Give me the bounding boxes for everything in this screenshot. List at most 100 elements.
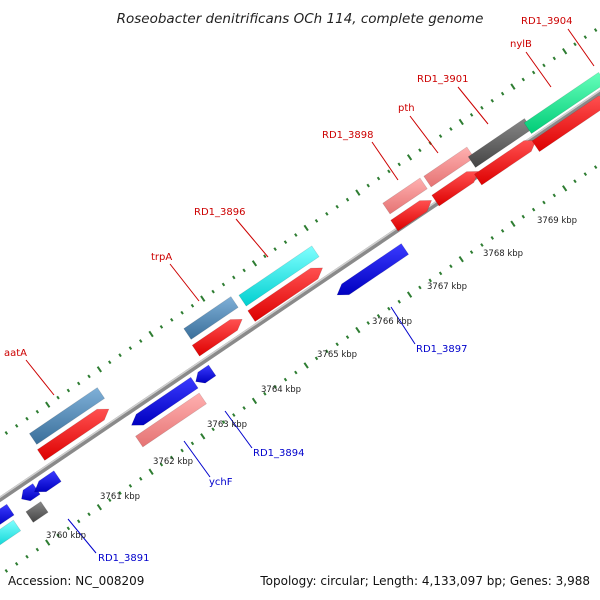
tick-mark-upper: [35, 409, 40, 414]
tick-mark-lower: [118, 491, 122, 495]
tick-mark-lower: [438, 271, 443, 276]
tick-mark-lower: [314, 356, 319, 361]
tick-mark-lower: [180, 448, 184, 453]
tick-mark-lower: [200, 433, 206, 440]
tick-mark-upper: [325, 211, 329, 216]
tick-label-3767: 3767 kbp: [427, 282, 467, 292]
gene-label-RD1_3897: RD1_3897: [416, 344, 467, 355]
tick-mark-lower: [510, 220, 516, 227]
tick-mark-upper: [303, 224, 309, 232]
gene-red-arrow-6: [473, 140, 537, 186]
tick-mark-upper: [148, 330, 154, 338]
tick-label-3760: 3760 kbp: [46, 531, 86, 541]
tick-mark-lower: [263, 391, 267, 396]
gene-RD1_3897: [336, 243, 410, 296]
tick-mark-upper: [552, 56, 557, 61]
tick-mark-lower: [14, 561, 19, 566]
tick-label-3763: 3763 kbp: [207, 420, 247, 430]
tick-label-3764: 3764 kbp: [261, 385, 301, 395]
tick-mark-upper: [376, 176, 381, 181]
tick-mark-lower: [335, 342, 339, 347]
tick-mark-lower: [25, 554, 29, 559]
tick-mark-upper: [14, 423, 19, 428]
tick-label-3762: 3762 kbp: [153, 457, 193, 467]
tick-mark-lower: [325, 349, 329, 354]
gene-label-RD1_3891: RD1_3891: [98, 553, 149, 564]
gene-trpA: [183, 296, 239, 340]
tick-mark-lower: [583, 172, 588, 177]
tick-mark-upper: [521, 77, 526, 82]
tick-mark-lower: [469, 250, 474, 254]
tick-mark-upper: [4, 431, 9, 435]
leader-pth: [409, 115, 439, 154]
tick-label-3768: 3768 kbp: [483, 249, 523, 259]
tick-mark-lower: [4, 569, 9, 573]
tick-mark-upper: [25, 416, 29, 421]
tick-mark-upper: [273, 247, 277, 252]
gene-RD1_3896: [238, 245, 320, 307]
tick-mark-lower: [406, 291, 413, 298]
gene-gray-lower: [25, 501, 49, 523]
tick-mark-upper: [190, 303, 195, 308]
tick-mark-lower: [490, 236, 494, 240]
leader-nylB: [525, 51, 552, 88]
tick-mark-lower: [96, 503, 103, 511]
tick-mark-upper: [418, 148, 422, 153]
leader-RD1_3901: [457, 86, 489, 125]
tick-mark-upper: [294, 233, 298, 237]
tick-mark-upper: [45, 401, 51, 408]
tick-mark-upper: [96, 366, 103, 373]
tick-mark-upper: [159, 325, 164, 329]
tick-label-3765: 3765 kbp: [317, 350, 357, 360]
tick-mark-upper: [531, 70, 536, 75]
gene-red-arrow-1: [36, 408, 110, 461]
leader-RD1_3904: [567, 28, 595, 67]
gene-aatA: [28, 387, 106, 445]
tick-mark-lower: [128, 484, 133, 488]
tick-mark-lower: [449, 264, 453, 269]
tick-mark-lower: [211, 427, 215, 432]
tick-mark-upper: [510, 83, 516, 90]
leader-RD1_3897: [390, 306, 416, 345]
gene-blue-2: [33, 470, 62, 493]
tick-mark-lower: [76, 519, 81, 524]
gene-cyan-lower: [0, 519, 22, 546]
label-leaders: [25, 28, 595, 554]
tick-mark-lower: [303, 362, 309, 369]
leader-RD1_3894: [224, 410, 253, 449]
tick-mark-upper: [490, 98, 494, 103]
leader-trpA: [169, 263, 200, 302]
tick-mark-lower: [66, 526, 71, 531]
tick-mark-upper: [387, 169, 391, 174]
tick-mark-lower: [480, 243, 484, 247]
tick-mark-upper: [108, 360, 112, 365]
tick-mark-upper: [251, 260, 258, 267]
tick-mark-upper: [263, 254, 267, 259]
tick-mark-upper: [469, 112, 474, 117]
tick-mark-lower: [562, 185, 568, 192]
gene-red-arrow-4: [390, 200, 433, 232]
tick-label-3766: 3766 kbp: [372, 317, 412, 327]
gene-features: [0, 71, 600, 546]
tick-mark-upper: [139, 339, 143, 343]
gene-red-arrow-7: [531, 95, 600, 153]
gene-ychF: [131, 376, 199, 426]
tick-mark-upper: [335, 204, 339, 209]
tick-mark-lower: [294, 370, 298, 375]
tick-mark-upper: [232, 275, 236, 280]
tick-mark-lower: [531, 207, 536, 212]
tick-mark-upper: [221, 282, 226, 287]
tick-mark-lower: [366, 321, 370, 325]
gene-label-trpA: trpA: [151, 252, 172, 263]
gene-label-RD1_3904: RD1_3904: [521, 16, 572, 27]
tick-mark-lower: [521, 214, 526, 219]
tick-mark-upper: [170, 317, 174, 322]
tick-mark-upper: [345, 197, 350, 202]
tick-mark-lower: [148, 468, 154, 475]
gene-label-RD1_3894: RD1_3894: [253, 448, 304, 459]
tick-mark-lower: [251, 397, 258, 405]
tick-mark-upper: [458, 118, 464, 126]
tick-mark-lower: [35, 547, 40, 552]
tick-mark-lower: [56, 533, 60, 538]
